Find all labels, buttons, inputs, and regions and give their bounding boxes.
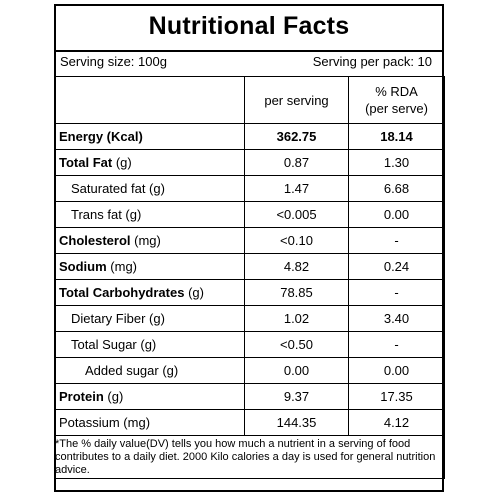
per-serving-value: 144.35	[244, 409, 349, 436]
rda-value: 0.00	[348, 201, 445, 228]
rda-value: 1.30	[348, 149, 445, 176]
per-serving-value: <0.50	[244, 331, 349, 358]
table-row: Saturated fat (g) 1.47 6.68	[54, 175, 445, 202]
per-serving-value: 78.85	[244, 279, 349, 306]
rda-value: 3.40	[348, 305, 445, 332]
table-row: Sodium (mg) 4.82 0.24	[54, 253, 445, 280]
header-row: per serving % RDA (per serve)	[54, 76, 445, 124]
nutrient-label: Total Fat (g)	[54, 149, 245, 176]
nutrient-label: Dietary Fiber (g)	[54, 305, 245, 332]
header-rda-line2: (per serve)	[365, 101, 428, 116]
nutrition-facts-panel: Nutritional Facts Serving size: 100g Ser…	[54, 4, 445, 492]
rda-value: 17.35	[348, 383, 445, 410]
nutrient-label: Added sugar (g)	[54, 357, 245, 384]
serving-size: Serving size: 100g	[60, 54, 167, 69]
nutrient-label: Trans fat (g)	[54, 201, 245, 228]
nutrient-label: Energy (Kcal)	[54, 123, 245, 150]
per-serving-value: 4.82	[244, 253, 349, 280]
per-serving-value: 1.02	[244, 305, 349, 332]
table-row: Protein (g) 9.37 17.35	[54, 383, 445, 410]
per-serving-value: 0.00	[244, 357, 349, 384]
header-blank-cell	[54, 76, 245, 124]
rda-value: -	[348, 279, 445, 306]
nutrient-label: Saturated fat (g)	[54, 175, 245, 202]
rda-value: 4.12	[348, 409, 445, 436]
per-serving-value: 1.47	[244, 175, 349, 202]
serving-per-pack: Serving per pack: 10	[312, 54, 432, 69]
per-serving-value: 9.37	[244, 383, 349, 410]
table-row: Total Fat (g) 0.87 1.30	[54, 149, 445, 176]
rda-value: 0.00	[348, 357, 445, 384]
table-row: Cholesterol (mg) <0.10 -	[54, 227, 445, 254]
title-divider	[56, 50, 442, 52]
rda-value: 18.14	[348, 123, 445, 150]
per-serving-value: <0.005	[244, 201, 349, 228]
header-rda: % RDA (per serve)	[348, 76, 445, 124]
rda-value: -	[348, 227, 445, 254]
rda-value: -	[348, 331, 445, 358]
nutrition-table: per serving % RDA (per serve) Energy (Kc…	[54, 76, 445, 479]
table-row: Energy (Kcal) 362.75 18.14	[54, 123, 445, 150]
table-row: Potassium (mg) 144.35 4.12	[54, 409, 445, 436]
table-row: Total Carbohydrates (g) 78.85 -	[54, 279, 445, 306]
nutrient-label: Protein (g)	[54, 383, 245, 410]
table-row: Total Sugar (g) <0.50 -	[54, 331, 445, 358]
footnote-row: *The % daily value(DV) tells you how muc…	[54, 435, 445, 479]
nutrient-label: Sodium (mg)	[54, 253, 245, 280]
per-serving-value: <0.10	[244, 227, 349, 254]
nutrient-label: Potassium (mg)	[54, 409, 245, 436]
footnote: *The % daily value(DV) tells you how muc…	[54, 435, 445, 479]
nutrient-label: Cholesterol (mg)	[54, 227, 245, 254]
rda-value: 6.68	[348, 175, 445, 202]
header-per-serving: per serving	[244, 76, 349, 124]
table-row: Trans fat (g) <0.005 0.00	[54, 201, 445, 228]
panel-title: Nutritional Facts	[148, 12, 350, 40]
header-rda-line1: % RDA	[375, 84, 418, 99]
nutrient-label: Total Carbohydrates (g)	[54, 279, 245, 306]
nutrient-label: Total Sugar (g)	[54, 331, 245, 358]
per-serving-value: 362.75	[244, 123, 349, 150]
table-row: Dietary Fiber (g) 1.02 3.40	[54, 305, 445, 332]
per-serving-value: 0.87	[244, 149, 349, 176]
table-row: Added sugar (g) 0.00 0.00	[54, 357, 445, 384]
rda-value: 0.24	[348, 253, 445, 280]
